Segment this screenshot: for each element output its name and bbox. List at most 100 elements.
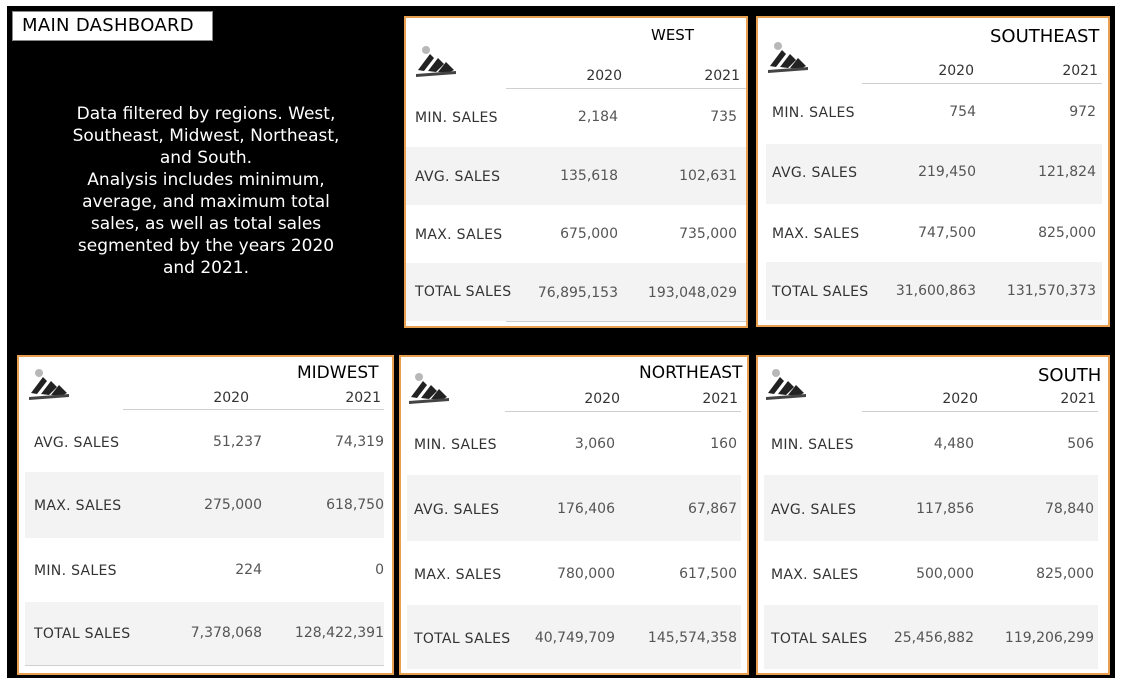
- region-title: SOUTHEAST: [990, 26, 1100, 47]
- value-2021: 78,840: [1045, 501, 1094, 517]
- column-header-2020: 2020: [213, 390, 249, 406]
- value-2021: 102,631: [679, 168, 737, 184]
- value-2021: 735: [710, 109, 737, 125]
- header-divider: [862, 411, 1098, 412]
- value-2021: 0: [375, 562, 384, 578]
- region-title: WEST: [651, 26, 694, 44]
- header-divider: [505, 411, 741, 412]
- row-label: AVG. SALES: [771, 502, 857, 518]
- column-header-2021: 2021: [704, 68, 740, 84]
- panel-south[interactable]: SOUTH 2020 2021 MIN. SALES 4,480 506 AVG…: [756, 355, 1110, 675]
- table-row: AVG. SALES 176,406 67,867: [407, 475, 741, 541]
- column-header-2020: 2020: [584, 391, 620, 407]
- value-2021: 825,000: [1036, 566, 1094, 582]
- value-2021: 131,570,373: [1006, 283, 1096, 299]
- column-header-2021: 2021: [345, 390, 381, 406]
- row-label: MAX. SALES: [34, 498, 122, 514]
- row-label: AVG. SALES: [414, 502, 500, 518]
- value-2020: 31,600,863: [895, 283, 976, 299]
- value-2020: 275,000: [204, 497, 262, 513]
- table-row: TOTAL SALES 25,456,882 119,206,299: [764, 605, 1098, 669]
- value-2020: 4,480: [933, 436, 974, 452]
- table-row: MIN. SALES 3,060 160: [407, 412, 741, 475]
- row-label: MIN. SALES: [415, 110, 498, 126]
- dashboard-description: Data filtered by regions. West, Southeas…: [40, 103, 372, 279]
- row-label: MAX. SALES: [415, 227, 503, 243]
- table-row: MAX. SALES 275,000 618,750: [25, 472, 384, 538]
- value-2020: 176,406: [557, 501, 615, 517]
- region-title: SOUTH: [1038, 365, 1102, 386]
- table-row: TOTAL SALES 76,895,153 193,048,029: [406, 263, 746, 321]
- value-2021: 618,750: [326, 497, 384, 513]
- table-row: AVG. SALES 51,237 74,319: [25, 410, 384, 472]
- value-2020: 500,000: [916, 566, 974, 582]
- value-2020: 76,895,153: [537, 285, 618, 301]
- value-2020: 40,749,709: [534, 630, 615, 646]
- value-2020: 117,856: [916, 501, 974, 517]
- column-header-2020: 2020: [938, 63, 974, 79]
- description-line: segmented by the years 2020: [77, 236, 335, 256]
- adidas-logo-icon: [766, 369, 806, 400]
- table-row: MIN. SALES 2,184 735: [406, 89, 746, 147]
- value-2021: 119,206,299: [1004, 630, 1094, 646]
- table-row: MAX. SALES 780,000 617,500: [407, 541, 741, 605]
- table-row: TOTAL SALES 40,749,709 145,574,358: [407, 605, 741, 669]
- value-2020: 135,618: [560, 168, 618, 184]
- column-header-2020: 2020: [586, 68, 622, 84]
- value-2020: 25,456,882: [893, 630, 974, 646]
- row-label: AVG. SALES: [415, 169, 501, 185]
- table-row: TOTAL SALES 31,600,863 131,570,373: [766, 262, 1102, 320]
- value-2021: 145,574,358: [647, 630, 737, 646]
- row-label: AVG. SALES: [772, 165, 858, 181]
- value-2020: 7,378,068: [190, 625, 262, 641]
- value-2021: 617,500: [679, 566, 737, 582]
- table-row: MAX. SALES 675,000 735,000: [406, 205, 746, 263]
- value-2021: 972: [1069, 104, 1096, 120]
- row-label: MAX. SALES: [771, 567, 859, 583]
- row-label: MIN. SALES: [772, 105, 855, 121]
- panel-northeast[interactable]: NORTHEAST 2020 2021 MIN. SALES 3,060 160…: [399, 355, 749, 675]
- value-2020: 754: [949, 104, 976, 120]
- value-2021: 128,422,391: [294, 625, 384, 641]
- value-2021: 193,048,029: [647, 285, 737, 301]
- column-header-2020: 2020: [942, 391, 978, 407]
- row-label: TOTAL SALES: [771, 631, 868, 647]
- table-bottom-divider: [25, 665, 384, 666]
- description-line: and South.: [159, 148, 253, 168]
- table-row: MAX. SALES 500,000 825,000: [764, 541, 1098, 605]
- description-line: sales, as well as total sales: [90, 214, 322, 234]
- value-2021: 74,319: [335, 434, 384, 450]
- table-row: AVG. SALES 117,856 78,840: [764, 475, 1098, 541]
- description-line: average, and maximum total: [82, 192, 330, 212]
- value-2021: 160: [710, 436, 737, 452]
- panel-west[interactable]: WEST 2020 2021 MIN. SALES 2,184 735 AVG.…: [404, 16, 748, 328]
- row-label: TOTAL SALES: [414, 631, 511, 647]
- column-header-2021: 2021: [702, 391, 738, 407]
- dashboard-title: MAIN DASHBOARD: [12, 11, 213, 41]
- region-title: MIDWEST: [297, 363, 379, 383]
- row-label: TOTAL SALES: [34, 626, 131, 642]
- row-label: MAX. SALES: [772, 226, 860, 242]
- table-bottom-divider: [506, 321, 746, 322]
- value-2020: 675,000: [560, 226, 618, 242]
- value-2020: 747,500: [918, 225, 976, 241]
- table-row: MIN. SALES 224 0: [25, 538, 384, 602]
- value-2020: 219,450: [918, 164, 976, 180]
- row-label: MIN. SALES: [771, 437, 854, 453]
- row-label: TOTAL SALES: [772, 284, 869, 300]
- column-header-2021: 2021: [1062, 63, 1098, 79]
- table-row: AVG. SALES 135,618 102,631: [406, 147, 746, 205]
- value-2021: 825,000: [1038, 225, 1096, 241]
- column-header-2021: 2021: [1060, 391, 1096, 407]
- header-divider: [506, 88, 746, 89]
- panel-southeast[interactable]: SOUTHEAST 2020 2021 MIN. SALES 754 972 A…: [756, 16, 1110, 327]
- value-2020: 51,237: [213, 434, 262, 450]
- row-label: MIN. SALES: [414, 437, 497, 453]
- header-divider: [862, 83, 1102, 84]
- table-row: MIN. SALES 754 972: [758, 84, 1102, 144]
- value-2021: 506: [1067, 436, 1094, 452]
- panel-midwest[interactable]: MIDWEST 2020 2021 AVG. SALES 51,237 74,3…: [17, 355, 394, 675]
- value-2021: 67,867: [688, 501, 737, 517]
- value-2020: 2,184: [577, 109, 618, 125]
- value-2020: 780,000: [557, 566, 615, 582]
